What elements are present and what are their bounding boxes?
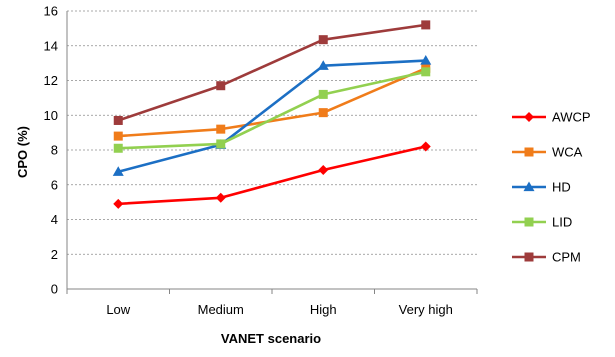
legend-marker-awcp — [524, 112, 534, 122]
data-point-awcp — [318, 164, 329, 175]
legend-label-hd: HD — [552, 180, 571, 195]
data-point-awcp — [420, 141, 431, 152]
x-tick-label: High — [310, 302, 337, 317]
x-tick-label: Medium — [198, 302, 244, 317]
legend-item-lid: LID — [512, 215, 572, 230]
legend-label-wca: WCA — [552, 145, 583, 160]
y-axis-title: CPO (%) — [15, 126, 30, 178]
legend: AWCP WCA HD LID CPM — [512, 110, 591, 265]
data-point-hd — [420, 55, 432, 65]
gridlines — [67, 10, 477, 255]
data-point-lid — [216, 139, 226, 149]
y-tick-label: 8 — [51, 143, 58, 158]
y-tick-label: 2 — [51, 247, 58, 262]
data-point-lid — [113, 143, 123, 153]
legend-marker-hd — [523, 181, 535, 192]
legend-marker-wca — [524, 147, 534, 157]
legend-item-hd: HD — [512, 180, 571, 195]
legend-label-cpm: CPM — [552, 250, 581, 265]
series-lid — [113, 67, 431, 153]
legend-item-wca: WCA — [512, 145, 583, 160]
data-point-cpm — [318, 35, 328, 45]
legend-label-lid: LID — [552, 215, 572, 230]
series-line-lid — [118, 70, 427, 150]
data-point-awcp — [215, 192, 226, 203]
y-tick-label: 10 — [44, 108, 58, 123]
data-point-wca — [113, 131, 123, 141]
data-point-lid — [318, 89, 328, 99]
data-point-awcp — [113, 198, 124, 209]
data-point-cpm — [113, 115, 123, 125]
data-point-cpm — [421, 20, 431, 30]
series-line-awcp — [118, 145, 427, 206]
x-tick-label: Low — [106, 302, 130, 317]
series-line-hd — [117, 59, 426, 173]
legend-item-cpm: CPM — [512, 250, 581, 265]
legend-marker-lid — [524, 217, 534, 227]
series-lines — [112, 20, 432, 209]
series-wca — [113, 63, 431, 141]
y-tick-label: 12 — [44, 73, 58, 88]
series-cpm — [113, 20, 431, 125]
data-point-wca — [216, 124, 226, 134]
x-tick-label: Very high — [399, 302, 453, 317]
series-awcp — [113, 141, 431, 209]
y-tick-label: 16 — [44, 4, 58, 19]
legend-marker-cpm — [524, 252, 534, 262]
data-point-hd — [317, 60, 329, 70]
data-point-lid — [421, 67, 431, 77]
legend-item-awcp: AWCP — [512, 110, 591, 125]
series-line-wca — [118, 67, 427, 138]
y-tick-label: 14 — [44, 38, 58, 53]
axes: 0 2 4 6 8 10 12 14 16 Low Medium High Very high — [44, 4, 478, 317]
x-axis-title: VANET scenario — [221, 331, 321, 346]
y-tick-label: 0 — [51, 282, 58, 297]
data-point-wca — [318, 108, 328, 118]
data-point-hd — [112, 166, 124, 176]
series-line-cpm — [117, 23, 426, 122]
y-tick-label: 4 — [51, 212, 58, 227]
data-point-cpm — [216, 81, 226, 91]
y-tick-label: 6 — [51, 177, 58, 192]
legend-label-awcp: AWCP — [552, 110, 591, 125]
